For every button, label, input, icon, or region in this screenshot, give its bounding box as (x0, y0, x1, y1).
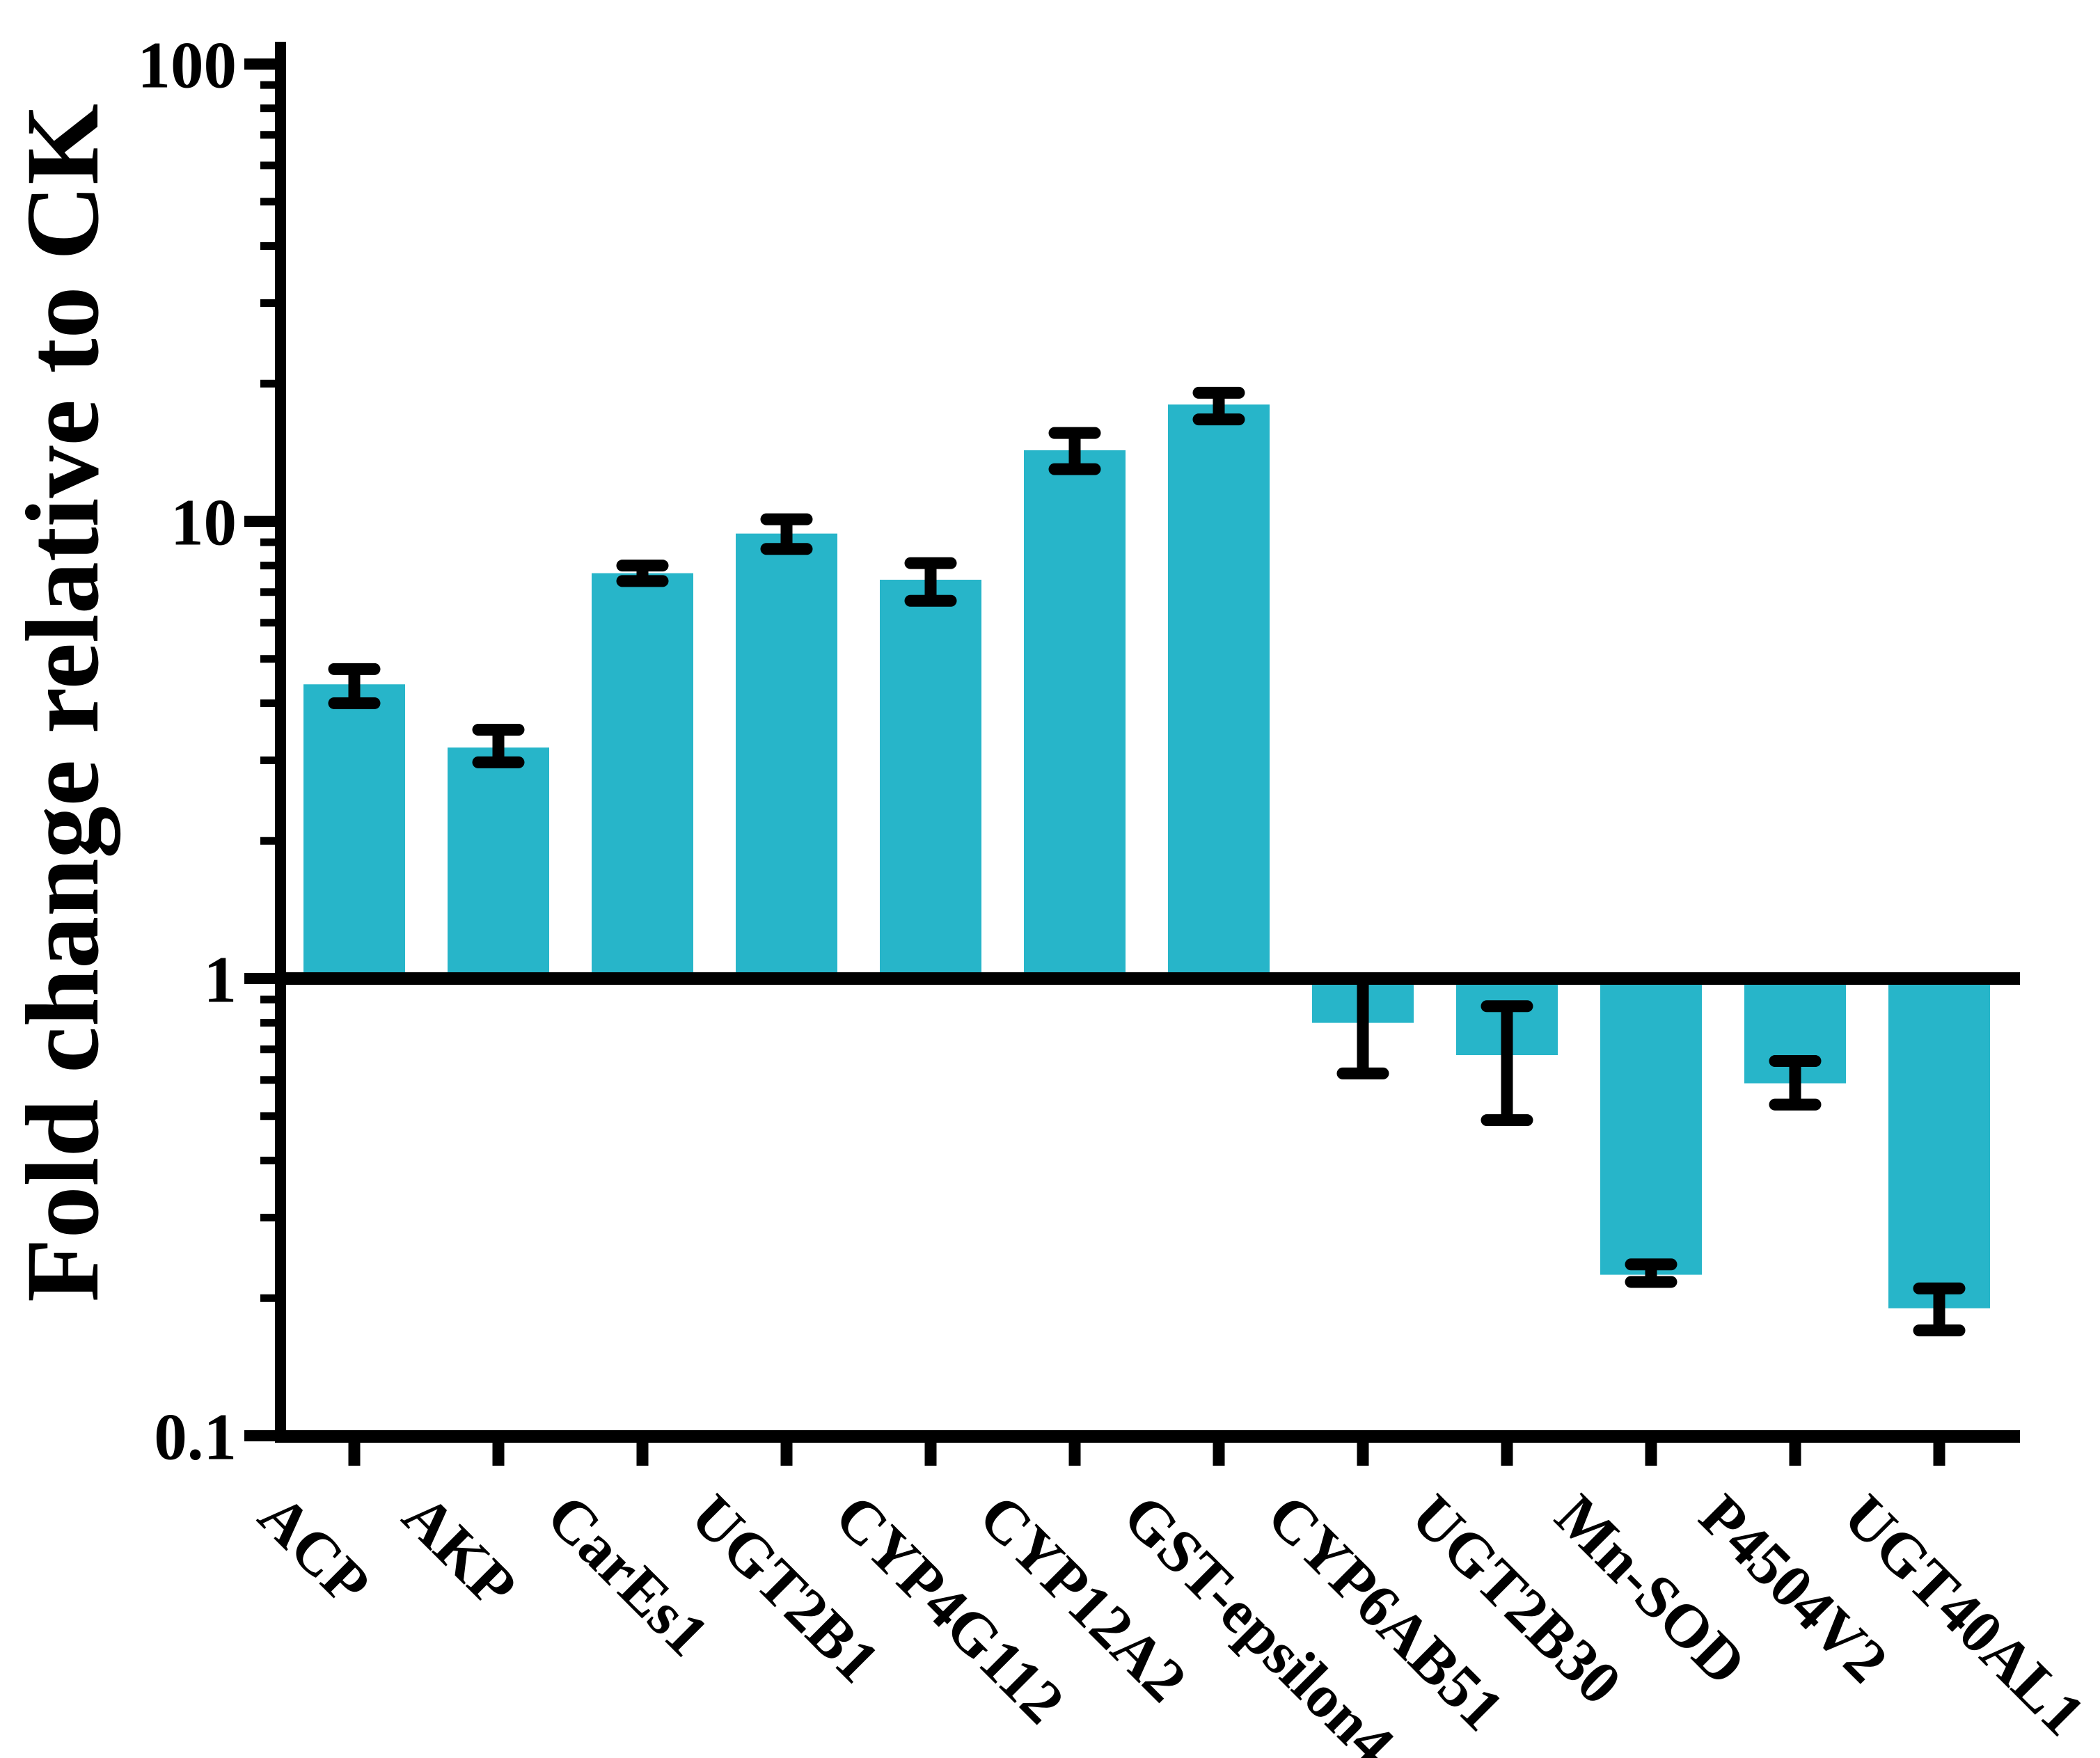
bar-mn-sod (1600, 979, 1702, 1275)
bar-ugt2b1 (736, 533, 837, 979)
x-category-label: CarEs1 (534, 1482, 721, 1670)
y-tick-label: 1 (204, 942, 237, 1016)
bar-akp (448, 747, 549, 979)
error-bar-cares1 (616, 560, 669, 587)
bar-cares1 (592, 573, 693, 979)
y-tick-label: 100 (138, 28, 237, 102)
y-tick-label: 0.1 (154, 1400, 237, 1473)
error-bar-p4504v2 (1769, 1055, 1822, 1111)
x-category-label: ACP (246, 1482, 382, 1619)
bar-ugt40al1 (1888, 979, 1990, 1308)
error-bar-akp (472, 724, 525, 768)
bar-cyp12a2 (1024, 450, 1126, 979)
bar-cyp4g112 (880, 579, 981, 979)
error-bar-cyp4g112 (904, 557, 957, 607)
error-bar-acp (328, 663, 381, 709)
error-bar-cyp12a2 (1048, 427, 1101, 475)
y-axis-title: Fold change relative to CK (5, 104, 120, 1302)
error-bar-ugt2b30 (1481, 1000, 1533, 1127)
error-bar-ugt2b1 (760, 513, 813, 555)
error-bar-ugt40al1 (1913, 1282, 1966, 1337)
x-category-label: UGT40AL1 (1831, 1482, 2097, 1749)
error-bar-mn-sod (1625, 1258, 1677, 1288)
error-bar-gst-epsilon4 (1192, 386, 1245, 426)
bar-gst-epsilon4 (1168, 404, 1270, 979)
y-tick-label: 10 (171, 485, 237, 559)
x-category-label: AKP (390, 1482, 529, 1622)
bar-acp (303, 684, 405, 979)
